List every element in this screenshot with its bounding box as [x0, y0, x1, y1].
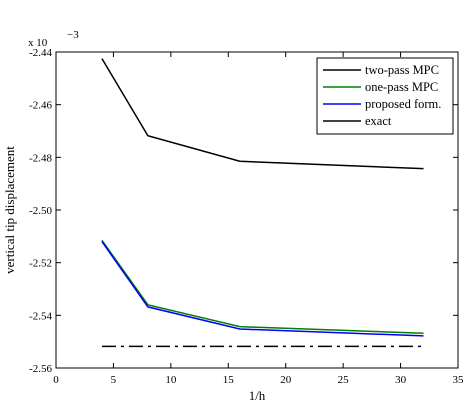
x-tick-label: 0 [53, 374, 59, 386]
legend: two-pass MPC one-pass MPC proposed form. ex… [316, 57, 454, 135]
series-line-proposed-form [101, 241, 424, 337]
y-tick-label: -2.56 [29, 363, 52, 375]
y-tick-label: -2.50 [29, 205, 52, 217]
x-axis-label: 1/h [249, 388, 266, 403]
y-tick-label: -2.54 [29, 310, 52, 322]
series-line-one-pass-mpc [101, 239, 424, 334]
legend-label-proposed-form: proposed form. [365, 97, 441, 111]
y-tick-label: -2.46 [29, 100, 52, 112]
x-tick-label: 5 [111, 374, 117, 386]
x-axis-ticks: 0 5 10 15 20 25 30 35 [53, 52, 464, 386]
y-tick-label: -2.48 [29, 152, 52, 164]
series-layer [101, 58, 424, 348]
legend-label-two-pass-mpc: two-pass MPC [365, 63, 439, 77]
x-tick-label: 30 [395, 374, 407, 386]
legend-label-one-pass-mpc: one-pass MPC [365, 80, 438, 94]
y-axis-exponent-power: −3 [67, 29, 79, 41]
x-tick-label: 35 [453, 374, 465, 386]
y-tick-label: -2.44 [29, 47, 52, 59]
legend-label-exact: exact [365, 114, 392, 128]
y-axis-exponent-base: x 10 [28, 37, 48, 49]
x-tick-label: 10 [165, 374, 177, 386]
y-tick-label: -2.52 [29, 258, 52, 270]
y-axis-ticks: -2.56 -2.54 -2.52 -2.50 -2.48 -2.46 -2.44 [29, 47, 458, 375]
legend-items: two-pass MPC one-pass MPC proposed form. ex… [323, 63, 441, 128]
y-axis-label: vertical tip displacement [2, 146, 17, 274]
series-line-two-pass-mpc [101, 58, 424, 170]
x-tick-label: 15 [223, 374, 235, 386]
x-tick-label: 20 [280, 374, 292, 386]
x-tick-label: 25 [338, 374, 350, 386]
